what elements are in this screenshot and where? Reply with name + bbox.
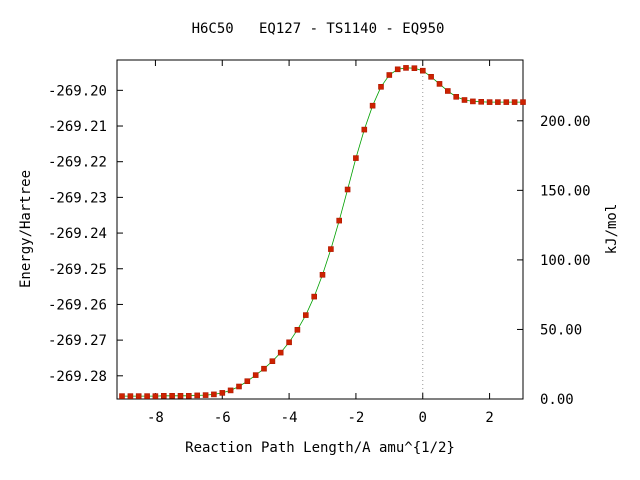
data-point bbox=[161, 392, 167, 399]
data-point bbox=[503, 99, 510, 105]
x-tick-label: -6 bbox=[214, 410, 231, 426]
data-point bbox=[453, 94, 460, 100]
data-point bbox=[394, 66, 401, 73]
data-point bbox=[294, 326, 301, 333]
y-tick-label: -269.22 bbox=[48, 155, 107, 171]
data-point bbox=[286, 339, 292, 346]
energy-curve-line bbox=[122, 67, 523, 397]
data-point bbox=[261, 365, 267, 372]
y2-axis-label: kJ/mol bbox=[604, 204, 620, 255]
y2-tick-label: 200.00 bbox=[540, 114, 591, 130]
data-point bbox=[219, 390, 226, 396]
y2-tick-label: 150.00 bbox=[540, 183, 591, 199]
data-point bbox=[344, 186, 351, 193]
y-tick-label: -269.25 bbox=[48, 262, 107, 278]
plot-frame bbox=[116, 59, 524, 400]
y-tick-label: -269.23 bbox=[48, 190, 107, 206]
data-point bbox=[252, 372, 259, 378]
x-tick-label: -4 bbox=[281, 410, 298, 426]
data-point bbox=[411, 65, 418, 71]
data-point bbox=[428, 74, 434, 80]
y-tick-label: -269.28 bbox=[48, 369, 107, 385]
data-point bbox=[328, 246, 334, 252]
data-point bbox=[336, 217, 343, 224]
x-axis-label: Reaction Path Length/A amu^{1/2} bbox=[185, 440, 455, 456]
y2-tick-label: 100.00 bbox=[540, 253, 591, 269]
y2-tick-label: 50.00 bbox=[540, 322, 582, 338]
data-point bbox=[119, 393, 125, 399]
data-point bbox=[244, 378, 251, 385]
data-point bbox=[495, 99, 501, 105]
y-tick-label: -269.26 bbox=[48, 297, 107, 313]
data-point bbox=[403, 65, 409, 71]
chart-title: H6C50 EQ127 - TS1140 - EQ950 bbox=[192, 21, 445, 37]
data-point bbox=[470, 98, 476, 105]
data-point bbox=[277, 349, 284, 356]
data-point bbox=[169, 392, 175, 399]
data-point bbox=[236, 383, 242, 390]
data-point bbox=[461, 97, 468, 103]
data-point bbox=[520, 99, 526, 105]
data-point bbox=[311, 293, 318, 300]
data-point bbox=[486, 99, 493, 105]
data-point bbox=[177, 392, 184, 399]
data-point bbox=[202, 392, 209, 398]
y-tick-label: -269.21 bbox=[48, 119, 107, 135]
data-point bbox=[419, 67, 426, 74]
data-point bbox=[436, 81, 443, 87]
data-point bbox=[144, 393, 150, 399]
data-point bbox=[211, 391, 217, 398]
data-point bbox=[227, 387, 234, 394]
x-tick-label: -8 bbox=[147, 410, 164, 426]
data-point bbox=[319, 271, 326, 278]
data-point bbox=[511, 99, 518, 105]
x-tick-label: -2 bbox=[347, 410, 364, 426]
y-axis-right: 0.00 50.00 100.00 150.00 200.00 bbox=[517, 114, 591, 408]
data-point bbox=[353, 155, 359, 161]
y-axis-label: Energy/Hartree bbox=[18, 170, 34, 288]
data-point bbox=[444, 88, 451, 94]
energy-data-points bbox=[119, 65, 526, 399]
data-point bbox=[152, 393, 159, 399]
data-point bbox=[269, 358, 276, 365]
x-axis: -8 -6 -4 -2 0 2 bbox=[147, 60, 494, 426]
data-point bbox=[478, 99, 485, 105]
y-axis-left: -269.20 -269.21 -269.22 -269.23 -269.24 -269.… bbox=[48, 83, 123, 385]
data-point bbox=[194, 392, 200, 399]
data-point bbox=[369, 102, 376, 109]
x-tick-label: 2 bbox=[485, 410, 493, 426]
data-point bbox=[361, 126, 368, 133]
data-point bbox=[186, 392, 192, 399]
data-point bbox=[386, 72, 393, 78]
data-point bbox=[127, 393, 134, 399]
x-tick-label: 0 bbox=[419, 410, 427, 426]
y-tick-label: -269.24 bbox=[48, 226, 107, 242]
data-point bbox=[378, 84, 384, 90]
data-point bbox=[302, 312, 309, 318]
data-point bbox=[135, 393, 142, 399]
y-tick-label: -269.20 bbox=[48, 83, 107, 99]
y-tick-label: -269.27 bbox=[48, 333, 107, 349]
y2-tick-label: 0.00 bbox=[540, 392, 574, 408]
